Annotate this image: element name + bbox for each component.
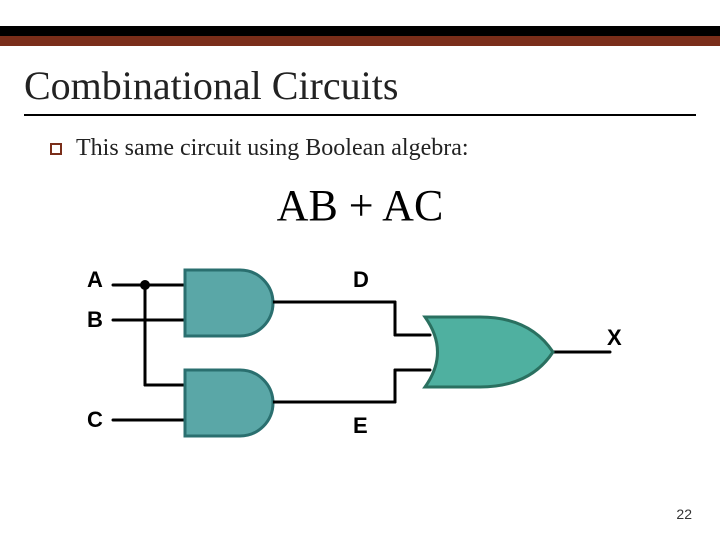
label-c: C xyxy=(87,407,103,433)
page-number: 22 xyxy=(676,506,692,522)
circuit-diagram: A B C D E X xyxy=(85,255,635,465)
label-e: E xyxy=(353,413,368,439)
bullet-row: This same circuit using Boolean algebra: xyxy=(50,135,469,162)
label-x: X xyxy=(607,325,622,351)
header-bar-black xyxy=(0,26,720,36)
slide-title: Combinational Circuits xyxy=(24,62,398,109)
bullet-text: This same circuit using Boolean algebra: xyxy=(76,135,469,162)
header-bar-brown xyxy=(0,36,720,46)
or-gate xyxy=(425,317,553,387)
label-a: A xyxy=(87,267,103,293)
title-underline xyxy=(24,114,696,116)
bullet-square-icon xyxy=(50,143,62,155)
label-b: B xyxy=(87,307,103,333)
and-gate-1 xyxy=(185,270,273,336)
boolean-expression: AB + AC xyxy=(0,180,720,231)
label-d: D xyxy=(353,267,369,293)
and-gate-2 xyxy=(185,370,273,436)
slide: Combinational Circuits This same circuit… xyxy=(0,0,720,540)
